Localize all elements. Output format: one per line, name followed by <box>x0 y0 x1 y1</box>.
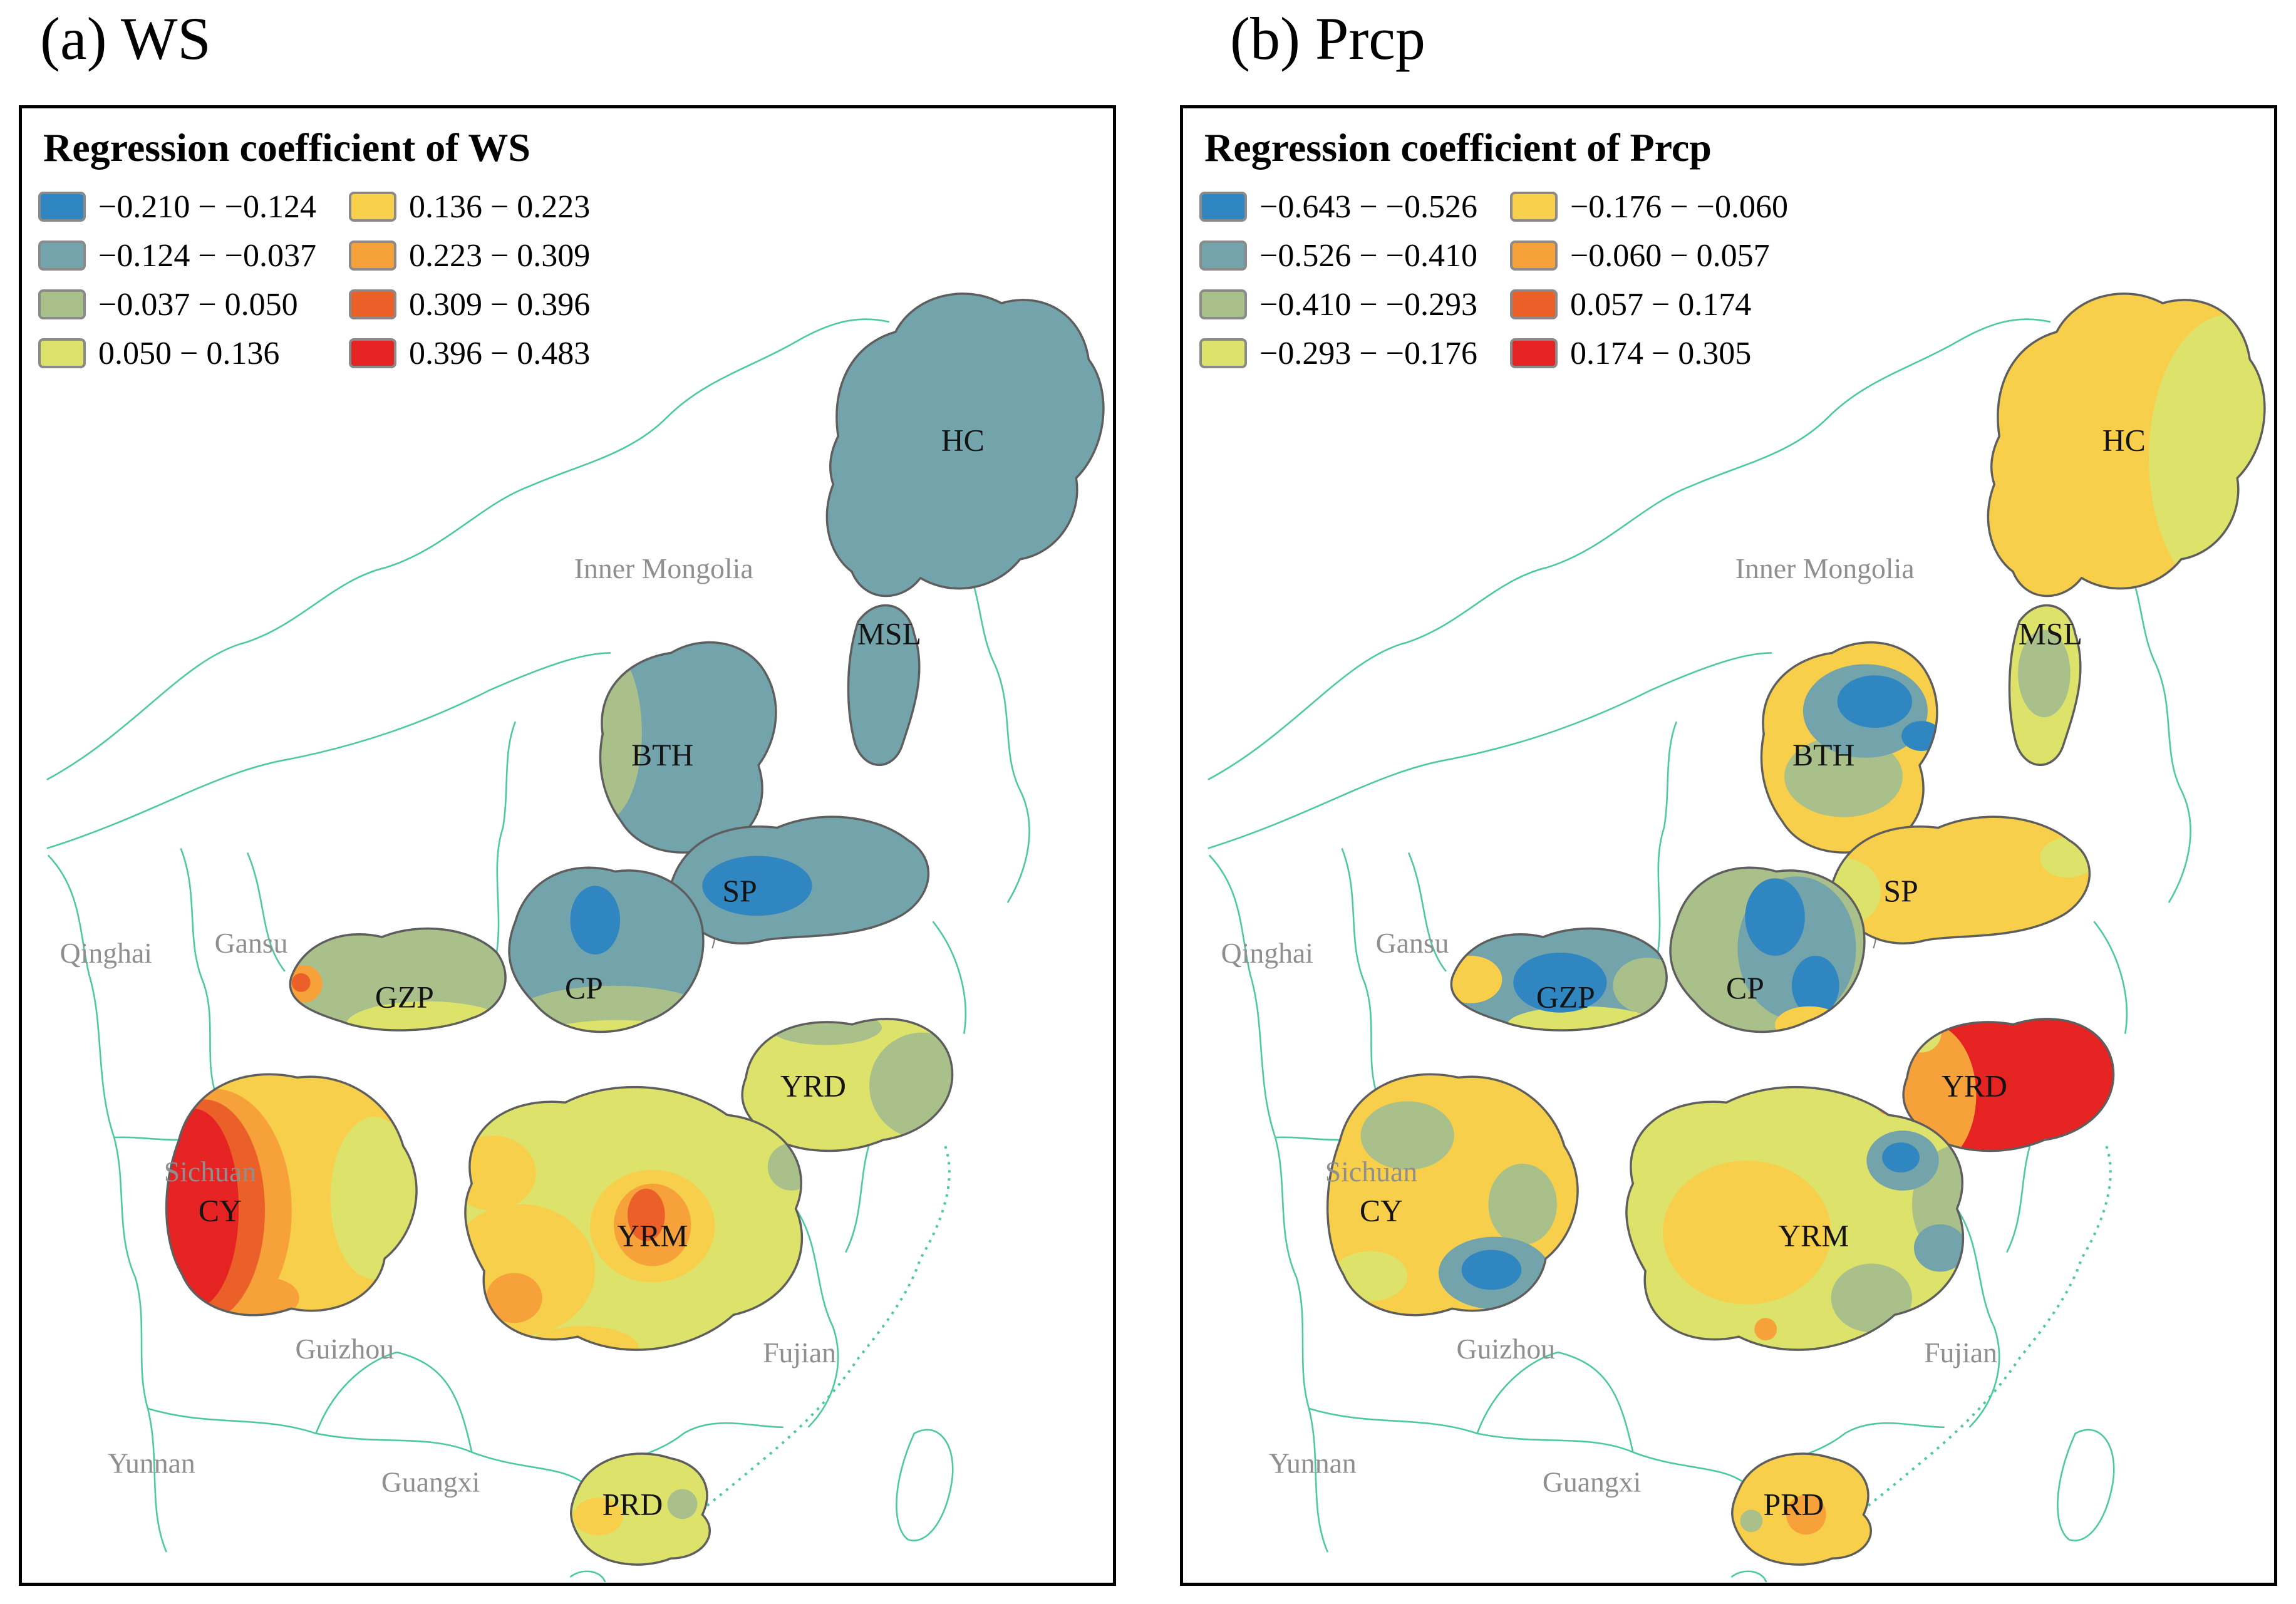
legend-ws: Regression coefficient of WS −0.210 − −0… <box>38 125 590 373</box>
legend-swatch <box>1199 289 1247 319</box>
legend-item: 0.057 − 0.174 <box>1509 285 1788 324</box>
legend-swatch <box>38 192 86 222</box>
legend-range: 0.050 − 0.136 <box>98 335 280 371</box>
panel-prcp: Regression coefficient of Prcp −0.643 − … <box>1180 105 2277 1586</box>
legend-swatch <box>38 241 86 271</box>
legend-range: −0.060 − 0.057 <box>1569 237 1770 274</box>
legend-range: −0.037 − 0.050 <box>98 286 298 323</box>
legend-item: −0.037 − 0.050 <box>38 285 316 324</box>
legend-item: −0.643 − −0.526 <box>1199 187 1477 226</box>
region-msl <box>2008 604 2082 767</box>
legend-range: −0.210 − −0.124 <box>98 189 316 225</box>
region-bth <box>599 641 777 854</box>
panel-a-title: (a) WS <box>40 5 211 72</box>
map-ws <box>45 292 1105 1583</box>
region-hc <box>1987 292 2266 598</box>
map-prcp <box>1206 292 2266 1583</box>
legend-item: 0.050 − 0.136 <box>38 334 316 373</box>
legend-range: −0.643 − −0.526 <box>1259 189 1477 225</box>
region-prd <box>570 1452 711 1566</box>
legend-title: Regression coefficient of WS <box>43 125 530 170</box>
legend-range: −0.293 − −0.176 <box>1259 335 1477 371</box>
legend-item: 0.223 − 0.309 <box>348 236 591 275</box>
legend-swatch <box>38 338 86 368</box>
legend-range: 0.223 − 0.309 <box>408 237 591 274</box>
panel-ws: Regression coefficient of WS −0.210 − −0… <box>19 105 1116 1586</box>
region-cy <box>1326 1073 1579 1317</box>
legend-swatch <box>348 241 396 271</box>
legend-item: 0.309 − 0.396 <box>348 285 591 324</box>
panel-b-title: (b) Prcp <box>1230 5 1425 72</box>
legend-range: 0.057 − 0.174 <box>1569 286 1752 323</box>
legend-range: 0.309 − 0.396 <box>408 286 591 323</box>
legend-range: 0.174 − 0.305 <box>1569 335 1752 371</box>
legend-title: Regression coefficient of Prcp <box>1204 125 1712 170</box>
legend-range: −0.176 − −0.060 <box>1569 189 1788 225</box>
region-cp <box>1669 866 1866 1033</box>
legend-item: −0.210 − −0.124 <box>38 187 316 226</box>
legend-item: −0.060 − 0.057 <box>1509 236 1788 275</box>
legend-range: 0.396 − 0.483 <box>408 335 591 371</box>
legend-range: 0.136 − 0.223 <box>408 189 591 225</box>
legend-prcp: Regression coefficient of Prcp −0.643 − … <box>1199 125 1788 373</box>
legend-swatch <box>1199 192 1247 222</box>
legend-item: 0.396 − 0.483 <box>348 334 591 373</box>
legend-item: −0.124 − −0.037 <box>38 236 316 275</box>
legend-item: −0.410 − −0.293 <box>1199 285 1477 324</box>
region-cp <box>508 866 705 1033</box>
legend-swatch <box>348 338 396 368</box>
legend-swatch <box>1509 289 1558 319</box>
legend-range: −0.526 − −0.410 <box>1259 237 1477 274</box>
legend-swatch <box>1509 241 1558 271</box>
region-cy <box>165 1073 418 1317</box>
legend-swatch <box>1199 338 1247 368</box>
legend-item: 0.174 − 0.305 <box>1509 334 1788 373</box>
legend-item: 0.136 − 0.223 <box>348 187 591 226</box>
legend-range: −0.124 − −0.037 <box>98 237 316 274</box>
legend-swatch <box>348 289 396 319</box>
legend-swatch <box>38 289 86 319</box>
legend-item: −0.526 − −0.410 <box>1199 236 1477 275</box>
legend-swatch <box>1199 241 1247 271</box>
legend-swatch <box>348 192 396 222</box>
legend-swatch <box>1509 192 1558 222</box>
legend-item: −0.293 − −0.176 <box>1199 334 1477 373</box>
region-yrd <box>741 1018 954 1152</box>
legend-item: −0.176 − −0.060 <box>1509 187 1788 226</box>
legend-swatch <box>1509 338 1558 368</box>
legend-range: −0.410 − −0.293 <box>1259 286 1477 323</box>
